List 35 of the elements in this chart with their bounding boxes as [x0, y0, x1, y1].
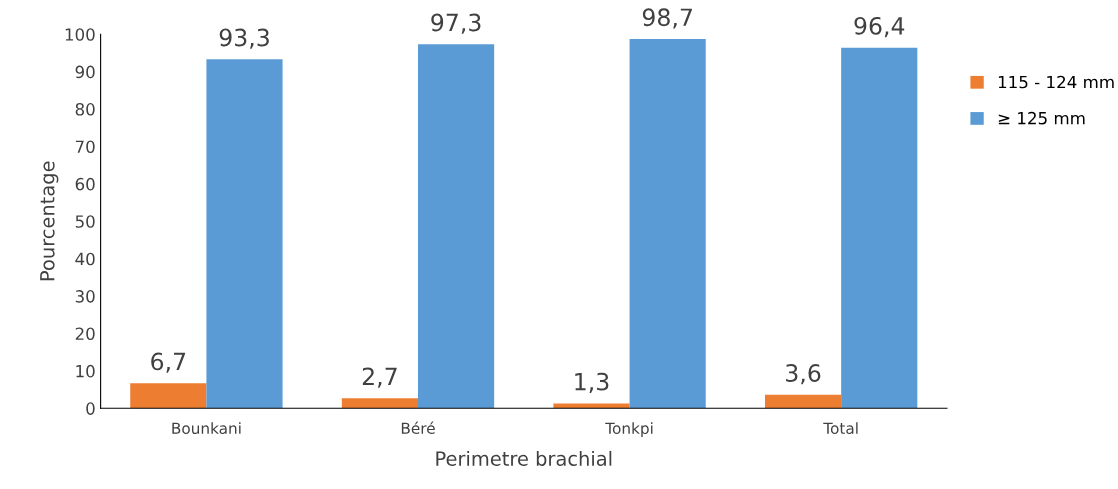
bar	[130, 383, 207, 409]
bar	[417, 44, 495, 409]
y-tick-label: 10	[76, 364, 95, 378]
y-tick-label: 100	[65, 28, 95, 41]
y-tick-label: 0	[86, 402, 95, 415]
bar	[553, 403, 630, 409]
x-tick-label: Béré	[401, 421, 435, 435]
y-axis-title: Pourcentage	[40, 161, 59, 281]
bar	[841, 47, 918, 409]
y-tick-label: 80	[75, 103, 95, 116]
y-tick-label: 40	[75, 252, 95, 266]
y-tick-label: 30	[75, 290, 95, 303]
legend-label: 115 - 124 mm	[998, 75, 1114, 89]
x-axis-title: Perimetre brachial	[436, 450, 612, 466]
bar	[341, 398, 418, 409]
legend-label: ≥ 125 mm	[998, 111, 1085, 125]
y-tick-label: 90	[75, 65, 95, 79]
y-tick-label: 70	[75, 140, 95, 154]
y-tick-label: 50	[75, 215, 95, 228]
data-label: 3,6	[786, 364, 821, 385]
bar	[629, 39, 706, 409]
x-tick-label: Tonkpi	[605, 422, 653, 437]
data-label: 6,7	[151, 352, 186, 373]
data-label: 93,3	[219, 28, 269, 49]
bar	[764, 394, 842, 409]
data-label: 96,4	[854, 16, 905, 38]
data-label: 98,7	[642, 8, 692, 29]
data-label: 97,3	[431, 13, 481, 34]
data-label: 1,3	[575, 372, 609, 393]
y-tick-label: 60	[75, 177, 95, 191]
x-tick-label: Bounkani	[172, 422, 241, 435]
bar	[206, 59, 283, 409]
y-tick-label: 20	[75, 327, 95, 341]
data-label: 2,7	[362, 367, 397, 388]
x-tick-label: Total	[823, 422, 858, 435]
